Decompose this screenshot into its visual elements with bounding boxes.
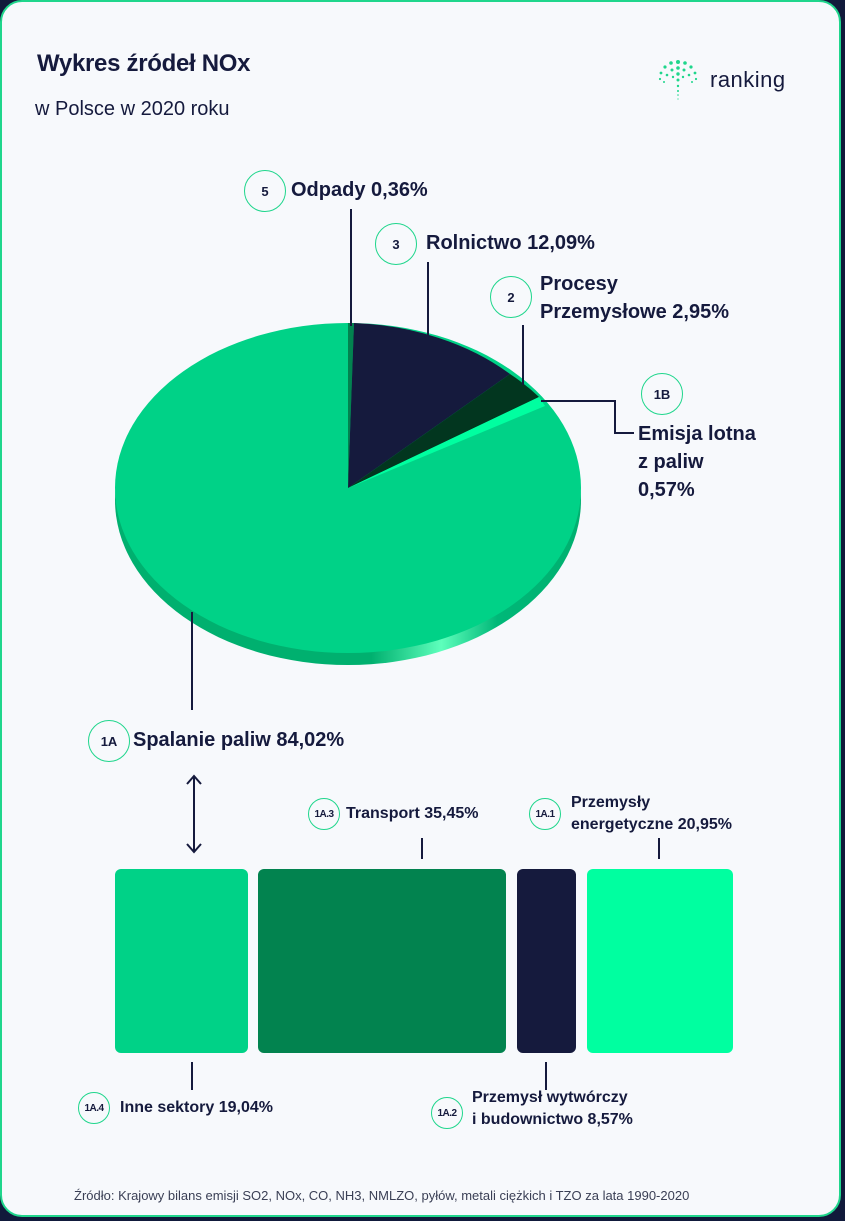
badge-5: 5 (244, 170, 286, 212)
leader-line-1a (191, 612, 193, 710)
label-emisja: Emisja lotna z paliw 0,57% (638, 420, 756, 504)
label-procesy-line2: Przemysłowe 2,95% (540, 301, 729, 323)
double-arrow-icon (186, 774, 202, 854)
label-inne-sektory: Inne sektory 19,04% (120, 1099, 273, 1116)
leader-line-3 (427, 262, 429, 338)
leader-line-1b-b (614, 400, 616, 433)
label-przemysl-line2: i budownictwo 8,57% (472, 1111, 633, 1128)
label-emisja-line3: 0,57% (638, 479, 695, 501)
label-przemysl-line1: Przemysł wytwórczy (472, 1089, 628, 1106)
badge-1a1: 1A.1 (529, 798, 561, 830)
leader-line-5 (350, 209, 352, 326)
label-energetyczne: Przemysły energetyczne 20,95% (571, 792, 732, 836)
leader-line-1b-a (541, 400, 616, 402)
label-energetyczne-line1: Przemysły (571, 794, 651, 811)
pie-slice-3 (348, 323, 510, 488)
badge-1a3: 1A.3 (308, 798, 340, 830)
pie-chart (115, 322, 581, 665)
badge-1a2: 1A.2 (431, 1097, 463, 1129)
leader-line-1a3 (421, 838, 423, 859)
ranking-logo: ranking (656, 58, 786, 102)
leader-line-1a4 (191, 1062, 193, 1090)
page-subtitle: w Polsce w 2020 roku (35, 98, 230, 120)
block-transport (258, 869, 506, 1053)
logo-text: ranking (710, 67, 786, 92)
page-title: Wykres źródeł NOx (37, 50, 251, 77)
dandelion-icon (658, 60, 698, 100)
source-note: Źródło: Krajowy bilans emisji SO2, NOx, … (74, 1188, 690, 1203)
label-procesy: Procesy Przemysłowe 2,95% (540, 270, 729, 326)
block-inne-sektory (115, 869, 248, 1053)
label-emisja-line1: Emisja lotna (638, 423, 756, 445)
badge-2: 2 (490, 276, 532, 318)
block-przemysly-energetyczne (587, 869, 733, 1053)
label-procesy-line1: Procesy (540, 273, 618, 295)
pie-slice-2 (348, 374, 539, 488)
leader-line-1a2 (545, 1062, 547, 1090)
label-spalanie: Spalanie paliw 84,02% (133, 729, 345, 751)
leader-line-1b-c (614, 432, 634, 434)
label-odpady: Odpady 0,36% (291, 179, 428, 201)
leader-line-2 (522, 325, 524, 385)
label-transport: Transport 35,45% (346, 805, 479, 822)
label-przemysl-wytworczy: Przemysł wytwórczy i budownictwo 8,57% (472, 1087, 633, 1131)
block-przemysl-wytworczy (517, 869, 576, 1053)
label-emisja-line2: z paliw (638, 451, 704, 473)
badge-1a4: 1A.4 (78, 1092, 110, 1124)
label-rolnictwo: Rolnictwo 12,09% (426, 232, 595, 254)
badge-1a: 1A (88, 720, 130, 762)
label-energetyczne-line2: energetyczne 20,95% (571, 816, 732, 833)
pie-slice-1b (348, 397, 545, 488)
pie-slice-5 (348, 322, 354, 488)
badge-3: 3 (375, 223, 417, 265)
leader-line-1a1 (658, 838, 660, 859)
badge-1b: 1B (641, 373, 683, 415)
